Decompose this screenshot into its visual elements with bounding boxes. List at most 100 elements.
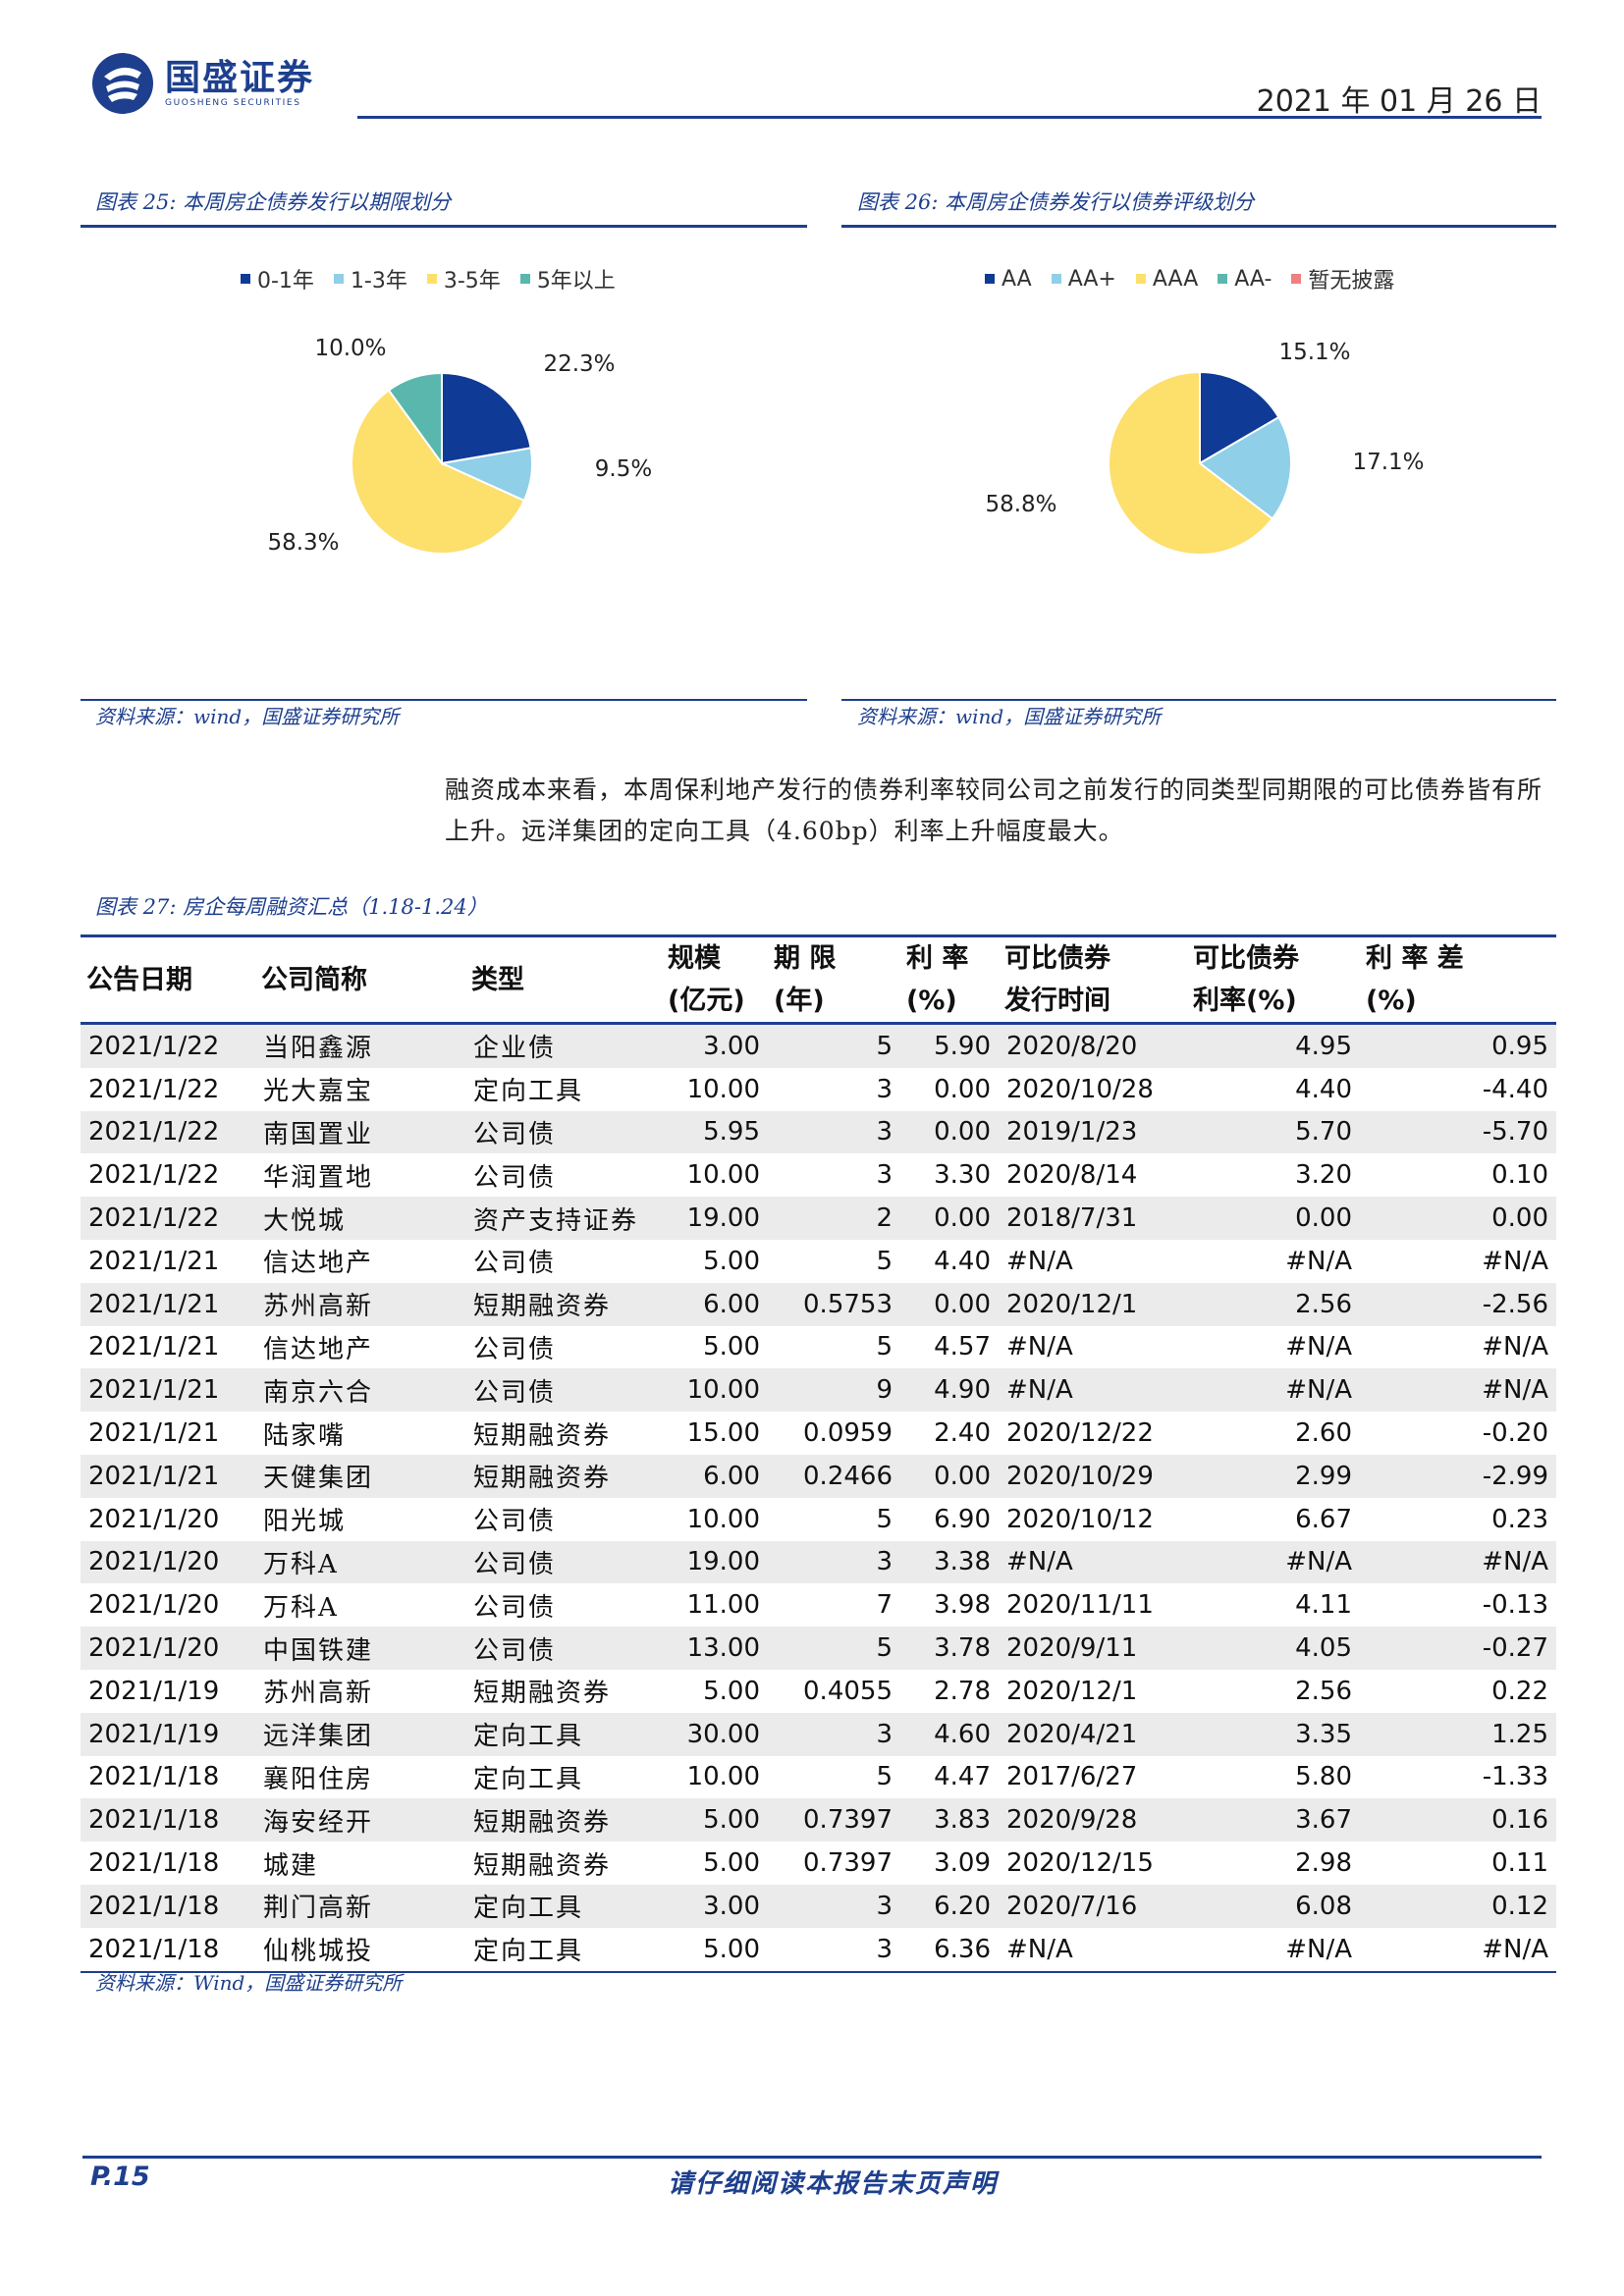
table-cell: 2.98 — [1295, 1848, 1352, 1879]
legend-swatch — [426, 274, 437, 284]
table-cell: 0.7397 — [768, 1798, 900, 1842]
table-cell: 5 — [876, 1246, 893, 1276]
pie-slice-1 — [441, 371, 532, 465]
table-cell: 0.00 — [900, 1197, 999, 1240]
table-cell: 0.00 — [900, 1110, 999, 1154]
table-cell: 公司债 — [465, 1368, 662, 1413]
table-row: 2021/1/20 万科A 公司债 19.00 3 3.38 #N/A #N/A #N/A — [81, 1540, 1556, 1584]
column-header: 公告日期 — [81, 935, 255, 1025]
table-cell: 5 — [768, 1023, 900, 1068]
table-header-row: 公告日期 公司简称 类型 规模 (亿元) 期 限 (年) 利 率 (%) 可比债券 发行时间 可比债券… — [81, 935, 1556, 1025]
table-cell: #N/A — [1360, 1368, 1556, 1413]
table-cell: 定向工具 — [473, 1764, 584, 1794]
table-cell: 3 — [768, 1927, 900, 1973]
table-cell: 5.95 — [662, 1110, 768, 1154]
table-cell: 3.00 — [662, 1884, 768, 1928]
legend-label: 3-5年 — [443, 269, 501, 294]
table-cell: 15.00 — [686, 1418, 760, 1449]
pie-data-label: 58.3% — [267, 530, 339, 556]
table-row: 2021/1/22 光大嘉宝 定向工具 10.00 3 0.00 2020/10/28 4.4… — [81, 1068, 1556, 1111]
table-cell: 4.11 — [1295, 1590, 1352, 1621]
table-row: 2021/1/21 南京六合 公司债 10.00 9 4.90 #N/A #N/A #N/A — [81, 1368, 1556, 1413]
figure-25-source: 资料来源：wind，国盛证券研究所 — [95, 705, 400, 728]
legend-swatch — [519, 274, 530, 284]
table-row: 2021/1/22 当阳鑫源 企业债 3.00 5 5.90 2020/8/20 4.95 0.… — [81, 1023, 1556, 1068]
table-cell: 陆家嘴 — [263, 1420, 347, 1451]
table-cell: -0.27 — [1360, 1627, 1556, 1670]
legend-swatch — [333, 274, 344, 284]
pie-data-label: 10.0% — [314, 336, 386, 361]
table-cell: 2021/1/21 — [81, 1368, 255, 1413]
table-cell: 2021/1/22 — [88, 1074, 220, 1104]
table-cell: 10.00 — [686, 1504, 760, 1534]
table-cell: 0.00 — [900, 1454, 999, 1498]
legend-label: AA — [1001, 266, 1032, 292]
table-cell: 7 — [876, 1590, 893, 1621]
table-cell: 4.95 — [1187, 1023, 1360, 1068]
table-cell: 5.00 — [703, 1332, 760, 1362]
table-cell: 公司债 — [473, 1507, 557, 1537]
table-cell: 公司债 — [465, 1540, 662, 1584]
table-cell: 定向工具 — [473, 1077, 584, 1107]
table-row: 2021/1/21 信达地产 公司债 5.00 5 4.57 #N/A #N/A #N/A — [81, 1326, 1556, 1369]
financing-cost-paragraph: 融资成本来看，本周保利地产发行的债券利率较同公司之前发行的同类型同期限的可比债券… — [445, 775, 1543, 845]
legend-item: 暂无披露 — [1291, 263, 1394, 294]
table-cell: 6.90 — [934, 1504, 991, 1534]
table-cell: 信达地产 — [263, 1334, 374, 1364]
table-cell: 南京六合 — [255, 1368, 465, 1413]
table-cell: #N/A — [1187, 1927, 1360, 1973]
pie-data-label: 58.8% — [985, 492, 1056, 517]
brand-logo: 国盛证券 GUOSHENG SECURITIES — [90, 49, 314, 118]
table-row: 2021/1/19 苏州高新 短期融资券 5.00 0.4055 2.78 2020/12/… — [81, 1670, 1556, 1713]
table-cell: 公司债 — [473, 1592, 557, 1623]
table-cell: #N/A — [999, 1927, 1187, 1973]
table-cell: 0.95 — [1360, 1023, 1556, 1068]
table-cell: 2020/12/1 — [1006, 1676, 1138, 1706]
table-row: 2021/1/20 中国铁建 公司债 13.00 5 3.78 2020/9/11 4.05-… — [81, 1627, 1556, 1670]
table-cell: 4.57 — [934, 1332, 991, 1362]
table-cell: 华润置地 — [263, 1162, 374, 1193]
table-cell: 2020/9/28 — [999, 1798, 1187, 1842]
legend-label: AA+ — [1067, 266, 1116, 292]
column-header: 利 率 差 (%) — [1360, 935, 1556, 1025]
table-cell: 2019/1/23 — [999, 1110, 1187, 1154]
table-cell: 2020/7/16 — [999, 1884, 1187, 1928]
column-header: 利 率 (%) — [900, 935, 999, 1025]
table-cell: #N/A — [1482, 1246, 1548, 1276]
table-cell: 2021/1/21 — [88, 1246, 220, 1276]
legend-label: 暂无披露 — [1308, 269, 1395, 294]
table-cell: 当阳鑫源 — [255, 1023, 465, 1068]
figure-26-bottom-rule — [841, 699, 1556, 701]
table-row: 2021/1/20 万科A 公司债 11.00 7 3.98 2020/11/11 4.11 -… — [81, 1583, 1556, 1627]
table-cell: 2020/11/11 — [1006, 1590, 1154, 1621]
table-cell: 荆门高新 — [255, 1884, 465, 1928]
figure-26-top-rule — [841, 225, 1556, 228]
figure-26-title: 图表 26: 本周房企债券发行以债券评级划分 — [857, 190, 1255, 214]
table-cell: #N/A — [1187, 1368, 1360, 1413]
table-row: 2021/1/21 陆家嘴 短期融资券 15.00 0.0959 2.40 2020/12/… — [81, 1412, 1556, 1455]
legend-swatch — [241, 274, 250, 284]
table-cell: #N/A — [1360, 1927, 1556, 1973]
legend-label: 5年以上 — [536, 269, 616, 294]
table-cell: -2.99 — [1360, 1454, 1556, 1498]
table-cell: 3 — [768, 1540, 900, 1584]
table-cell: 1.25 — [1360, 1712, 1556, 1756]
table-cell: 2021/1/20 — [88, 1590, 220, 1621]
legend-swatch — [1135, 274, 1146, 284]
table-cell: 中国铁建 — [255, 1627, 465, 1670]
legend-item: AAA — [1135, 267, 1198, 292]
table-cell: 襄阳住房 — [263, 1764, 374, 1794]
table-cell: 10.00 — [686, 1160, 760, 1191]
table-cell: 2020/10/12 — [1006, 1504, 1154, 1534]
guosheng-logo-icon — [92, 53, 153, 114]
table-cell: #N/A — [1285, 1246, 1352, 1276]
table-cell: 2017/6/27 — [1006, 1762, 1138, 1792]
table-cell: 苏州高新 — [263, 1679, 374, 1709]
table-cell: 19.00 — [662, 1197, 768, 1240]
table-cell: 3.83 — [900, 1798, 999, 1842]
table-cell: 2.56 — [1295, 1676, 1352, 1706]
table-cell: -0.20 — [1482, 1418, 1548, 1449]
column-header: 类型 — [465, 935, 662, 1025]
page-number: P.15 — [90, 2162, 150, 2192]
table-cell: 定向工具 — [465, 1927, 662, 1973]
